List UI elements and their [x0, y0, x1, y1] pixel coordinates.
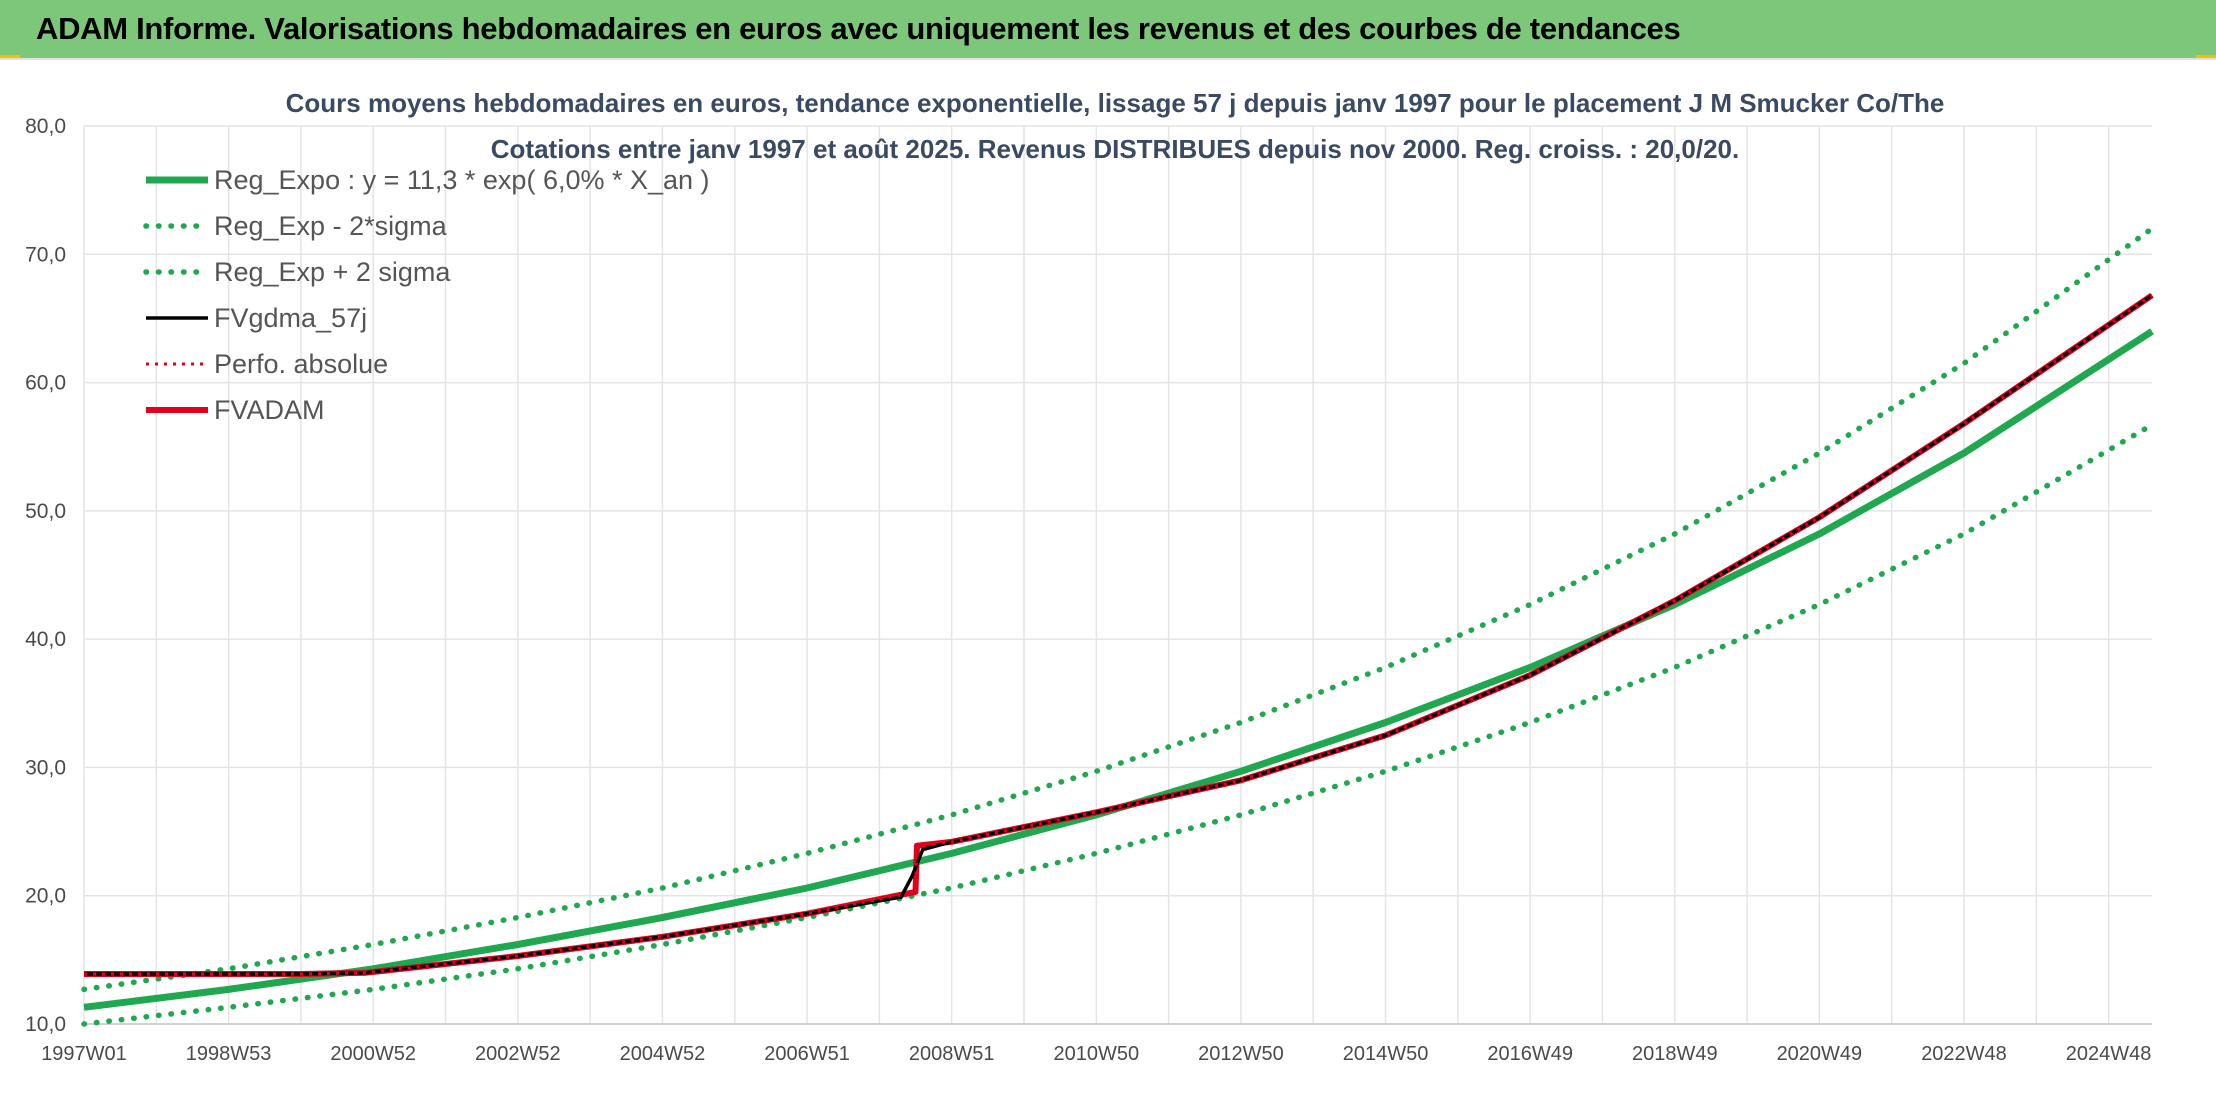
report-banner: ADAM Informe. Valorisations hebdomadaire… — [0, 0, 2216, 58]
x-tick-label: 2000W52 — [330, 1043, 416, 1065]
x-axis-ticks: 1997W01 1998W53 2000W52 2002W52 2004W52 2006W… — [41, 1043, 2151, 1065]
series-line-5 — [84, 292, 2154, 977]
line-chart: Cours moyens hebdomadaires en euros, ten… — [25, 88, 2155, 1065]
series-line-0 — [83, 328, 2154, 1011]
y-tick-label: 40,0 — [25, 628, 66, 651]
legend-label: Perfo. absolue — [214, 349, 388, 379]
legend-label: FVADAM — [214, 395, 325, 425]
x-tick-label: 1997W01 — [41, 1043, 127, 1065]
chart-title-line-2: Cotations entre janv 1997 et août 2025. … — [491, 134, 1739, 164]
chart-series — [81, 225, 2155, 1027]
y-tick-label: 10,0 — [25, 1013, 66, 1036]
legend-label: Reg_Exp - 2*sigma — [214, 211, 448, 241]
y-tick-label: 30,0 — [25, 756, 66, 779]
x-tick-label: 2012W50 — [1198, 1043, 1284, 1065]
series-line-3 — [84, 293, 2153, 976]
chart-title-line-1: Cours moyens hebdomadaires en euros, ten… — [286, 88, 1945, 118]
y-tick-label: 50,0 — [25, 500, 66, 523]
x-tick-label: 2008W51 — [909, 1043, 995, 1065]
x-tick-label: 2004W52 — [620, 1043, 706, 1065]
x-tick-label: 2002W52 — [475, 1043, 561, 1065]
y-tick-label: 60,0 — [25, 372, 66, 395]
y-tick-label: 70,0 — [25, 243, 66, 266]
x-tick-label: 2020W49 — [1777, 1043, 1863, 1065]
legend-label: FVgdma_57j — [214, 303, 367, 333]
x-tick-label: 2018W49 — [1632, 1043, 1718, 1065]
x-tick-label: 2006W51 — [764, 1043, 850, 1065]
legend-label: Reg_Expo : y = 11,3 * exp( 6,0% * X_an ) — [214, 165, 710, 195]
x-tick-label: 2016W49 — [1487, 1043, 1573, 1065]
series-line-4 — [84, 294, 2153, 976]
legend-label: Reg_Exp + 2 sigma — [214, 257, 451, 287]
chart-frame: Cours moyens hebdomadaires en euros, ten… — [0, 58, 2216, 1106]
x-tick-label: 2024W48 — [2066, 1043, 2152, 1065]
x-tick-label: 2022W48 — [1921, 1043, 2007, 1065]
y-tick-label: 20,0 — [25, 885, 66, 908]
series-line-2 — [81, 225, 2155, 993]
report-title: ADAM Informe. Valorisations hebdomadaire… — [36, 11, 1681, 46]
y-axis-ticks: 80,0 70,0 60,0 50,0 40,0 30,0 20,0 10,0 — [25, 115, 66, 1036]
series-line-1 — [81, 422, 2155, 1027]
chart-legend: Reg_Expo : y = 11,3 * exp( 6,0% * X_an )… — [143, 165, 710, 425]
x-tick-label: 1998W53 — [186, 1043, 272, 1065]
y-tick-label: 80,0 — [25, 115, 66, 138]
chart-grid — [83, 125, 2152, 1025]
x-tick-label: 2014W50 — [1343, 1043, 1429, 1065]
x-tick-label: 2010W50 — [1053, 1043, 1139, 1065]
